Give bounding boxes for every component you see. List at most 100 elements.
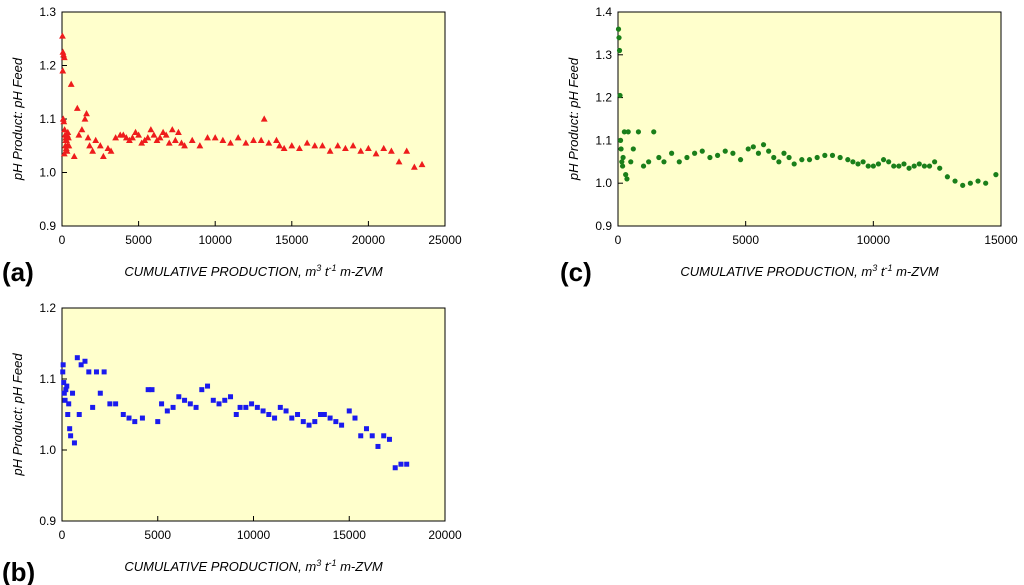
plot-area [617,11,1002,227]
data-point [126,415,132,421]
data-point [901,161,907,167]
data-point [620,154,626,161]
data-point [398,461,404,467]
data-point [386,436,392,442]
data-point [59,115,67,122]
data-point [870,163,876,169]
data-point [257,136,265,143]
data-point [865,163,871,169]
data-point [403,147,411,154]
chart-panel-b: 0.9 1.0 1.1 1.2 0 5000 10000 15000 20000 pH Produ… [2,301,462,585]
data-point [107,401,113,407]
data-point [99,152,107,160]
data-point [619,159,625,165]
data-point [83,110,90,117]
data-point [249,401,255,407]
data-point [346,408,352,414]
data-point [145,387,151,393]
data-point [661,159,667,165]
data-point [380,144,388,152]
data-point [84,134,92,141]
data-point [306,422,312,428]
y-tick-label: 1.0 [595,176,612,190]
data-point [619,163,626,169]
y-tick-label: 1.2 [595,91,612,105]
y-tick-label: 1.1 [595,133,612,147]
x-axis-label-superscript: -1 [328,263,336,273]
data-point [65,142,73,149]
x-axis-label: CUMULATIVE PRODUCTION, m3 t-1 m-ZVM [124,263,383,279]
data-point [791,161,797,167]
data-point [149,387,155,393]
data-point [983,180,989,186]
data-point [630,146,636,152]
x-tick-label: 20000 [352,233,386,247]
y-tick-label: 0.9 [595,219,612,233]
x-tick-label: 20000 [428,528,462,542]
data-point [707,154,713,161]
data-point [926,163,933,169]
data-point [60,53,68,61]
x-axis-label-superscript: 3 [316,263,321,273]
data-point [737,157,744,163]
y-tick-label: 1.0 [39,443,56,457]
data-point [318,412,324,417]
data-point [886,159,892,165]
data-point [59,48,67,55]
data-point [640,163,647,169]
data-point [722,148,728,154]
data-point [628,159,634,165]
data-point [616,35,622,41]
data-point [75,131,83,138]
data-point [975,178,981,184]
data-point [623,172,629,178]
data-point [906,165,912,171]
data-point [210,397,216,403]
data-point [766,148,772,154]
data-point [135,131,142,138]
data-point [164,408,170,414]
y-tick-label: 0.9 [39,219,56,233]
data-point [855,161,861,167]
data-point [618,146,624,152]
data-point [228,394,234,400]
x-axis-label-superscript: 3 [316,558,321,568]
data-point [243,404,249,410]
data-point [850,159,856,165]
y-tick-label: 1.3 [595,48,612,62]
data-point [967,180,973,186]
data-point [646,159,652,165]
y-tick-label: 1.2 [39,301,56,315]
x-tick-label: 10000 [237,528,271,542]
data-point [222,397,228,403]
data-point [760,142,767,148]
data-point [625,129,631,135]
x-tick-label: 0 [59,528,66,542]
data-point [273,136,280,143]
x-axis-label-part: m-ZVM [892,264,938,279]
data-point [369,433,375,439]
y-tick-label: 0.9 [39,514,56,528]
data-point [62,136,70,143]
data-point [375,443,381,449]
data-point [615,26,622,32]
data-point [64,128,72,135]
data-point [311,142,319,149]
data-point [67,426,73,432]
data-point [617,92,623,99]
data-point [205,383,211,389]
data-point [845,157,851,163]
x-axis-label-superscript: -1 [328,558,336,568]
data-point [334,142,342,149]
panel-label: (c) [560,257,592,287]
data-point [182,397,188,403]
data-point [63,387,69,393]
data-point [196,142,204,149]
y-tick-label: 1.1 [39,372,56,386]
data-point [312,419,318,425]
data-point [829,152,836,158]
data-point [321,412,327,417]
data-point [122,134,130,141]
data-point [60,150,68,157]
